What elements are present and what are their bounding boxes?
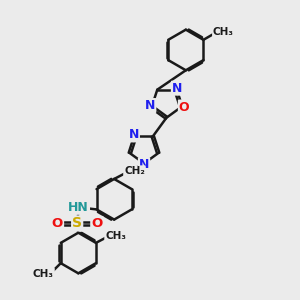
Text: CH₃: CH₃ (33, 268, 54, 279)
Text: S: S (72, 217, 82, 230)
Text: CH₂: CH₂ (124, 166, 145, 176)
Text: O: O (52, 217, 63, 230)
Text: CH₃: CH₃ (105, 231, 126, 241)
Text: N: N (129, 128, 139, 141)
Text: O: O (179, 100, 190, 113)
Text: O: O (91, 217, 103, 230)
Text: HN: HN (68, 201, 89, 214)
Text: N: N (139, 158, 149, 171)
Text: N: N (172, 82, 182, 95)
Text: N: N (145, 99, 155, 112)
Text: CH₃: CH₃ (213, 27, 234, 37)
